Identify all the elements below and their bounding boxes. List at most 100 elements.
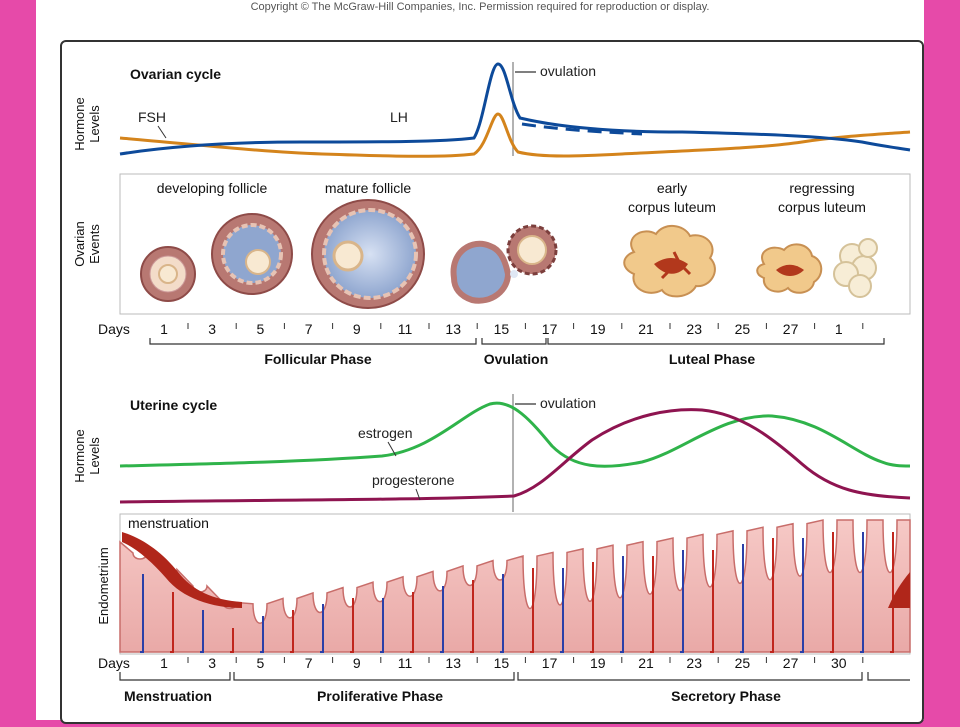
- lh-curve: [119, 112, 911, 158]
- menstruation-label: menstruation: [128, 515, 209, 531]
- ovarian-day-9: 19: [590, 321, 606, 337]
- spiral-artery-22: [800, 538, 804, 653]
- spiral-artery-13: [530, 568, 534, 653]
- early-corpus-luteum-illustration: [623, 225, 716, 298]
- ovarian-day-12: 25: [735, 321, 751, 337]
- ovarian-events-panel: OvarianEvents developing follicle mature…: [72, 173, 911, 315]
- menstrual-blood-right: [888, 572, 910, 608]
- uterine-phase-brackets: Menstruation Proliferative Phase Secreto…: [119, 672, 910, 704]
- ovarian-events-axis-label: OvarianEvents: [72, 221, 102, 267]
- ovarian-day-ticks: 1 3 5 7 9 11 13 15 17 19 21 23 25 27 1: [160, 321, 864, 337]
- ovarian-day-10: 21: [638, 321, 654, 337]
- spiral-artery-14: [560, 568, 564, 653]
- spiral-artery-7: [350, 598, 354, 653]
- developing-follicle-label: developing follicle: [157, 180, 268, 196]
- ovarian-hormone-panel: Ovarian cycle HormoneLevels ovulation FS…: [72, 62, 911, 162]
- uterine-day-14: 30: [831, 655, 847, 671]
- spiral-artery-2: [200, 610, 204, 653]
- ovarian-days-axis: Days 1 3 5 7 9 11 13 15 17 19 21 23 25 27 1: [98, 321, 864, 337]
- uterine-day-3: 7: [305, 655, 313, 671]
- uterine-cycle-title: Uterine cycle: [130, 397, 217, 413]
- spiral-artery-5: [290, 610, 294, 653]
- spiral-artery-24: [860, 532, 864, 653]
- spiral-artery-17: [650, 556, 654, 653]
- lh-label: LH: [390, 109, 408, 125]
- uterine-day-4: 9: [353, 655, 361, 671]
- spiral-artery-19: [710, 550, 714, 653]
- spiral-artery-4: [260, 616, 264, 653]
- spiral-artery-20: [740, 544, 744, 653]
- ovarian-hormone-axis-label: HormoneLevels: [72, 97, 102, 150]
- luteal-phase-label: Luteal Phase: [669, 351, 756, 367]
- uterine-ovulation-label: ovulation: [540, 395, 596, 411]
- spiral-artery-18: [680, 550, 684, 653]
- uterine-day-6: 13: [445, 655, 461, 671]
- progesterone-leader: [415, 488, 421, 501]
- uterine-day-8: 17: [542, 655, 558, 671]
- ovarian-cycle-title: Ovarian cycle: [130, 66, 221, 82]
- ovulating-follicle-illustration: [450, 224, 558, 304]
- spiral-artery-1: [170, 592, 174, 653]
- ovulation-label: ovulation: [540, 63, 596, 79]
- secretory-phase-label: Secretory Phase: [671, 688, 781, 704]
- uterine-day-7: 15: [494, 655, 510, 671]
- estrogen-leader: [387, 441, 397, 457]
- menstruation-phase-label: Menstruation: [124, 688, 212, 704]
- spiral-artery-3: [230, 628, 234, 653]
- spiral-artery-21: [770, 538, 774, 653]
- ovarian-day-3: 7: [305, 321, 313, 337]
- uterine-days-label: Days: [98, 655, 130, 671]
- uterine-days-axis: Days 1 3 5 7 9 11 13 15 17 19 21 23 25 27 30: [98, 655, 864, 671]
- ovarian-day-8: 17: [542, 321, 558, 337]
- uterine-hormone-axis-label: HormoneLevels: [72, 429, 102, 482]
- copyright-notice: Copyright © The McGraw-Hill Companies, I…: [250, 1, 710, 13]
- regressing-corpus-luteum-label-2: corpus luteum: [778, 199, 866, 215]
- ovarian-day-2: 5: [257, 321, 265, 337]
- ovarian-day-5: 11: [398, 321, 413, 337]
- spiral-artery-0: [140, 574, 144, 653]
- fsh-dashed-segment: [521, 122, 643, 136]
- early-corpus-luteum-label-1: early: [657, 180, 687, 196]
- corpus-albicans-illustration: [833, 238, 878, 298]
- ovarian-day-6: 13: [445, 321, 461, 337]
- endometrium-panel: Endometrium menstruation: [96, 513, 911, 655]
- proliferative-phase-label: Proliferative Phase: [317, 688, 443, 704]
- ovarian-day-13: 27: [783, 321, 799, 337]
- ovarian-day-7: 15: [494, 321, 510, 337]
- ovarian-phase-brackets: Follicular Phase Ovulation Luteal Phase: [149, 338, 885, 367]
- uterine-day-ticks: 1 3 5 7 9 11 13 15 17 19 21 23 25 27 30: [160, 655, 864, 671]
- regressing-corpus-luteum-label-1: regressing: [789, 180, 854, 196]
- spiral-artery-15: [590, 562, 594, 653]
- spiral-artery-6: [320, 604, 324, 653]
- fsh-label: FSH: [138, 109, 166, 125]
- spiral-artery-11: [470, 580, 474, 653]
- spiral-artery-12: [500, 574, 504, 653]
- mature-follicle-label: mature follicle: [325, 180, 412, 196]
- ovulation-phase-label: Ovulation: [484, 351, 549, 367]
- fsh-leader: [157, 125, 167, 139]
- ovarian-day-1: 3: [208, 321, 216, 337]
- uterine-day-10: 21: [638, 655, 654, 671]
- spiral-artery-23: [830, 532, 834, 653]
- ovarian-day-4: 9: [353, 321, 361, 337]
- regressing-corpus-luteum-illustration: [756, 243, 823, 294]
- ovarian-day-11: 23: [686, 321, 702, 337]
- secondary-follicle-illustration: [211, 213, 293, 295]
- mature-follicle-illustration: [311, 199, 425, 309]
- ovarian-day-14: 1: [835, 321, 843, 337]
- uterine-day-0: 1: [160, 655, 168, 671]
- spiral-artery-9: [410, 592, 414, 653]
- ovarian-day-0: 1: [160, 321, 168, 337]
- ovarian-days-label: Days: [98, 321, 130, 337]
- uterine-day-13: 27: [783, 655, 799, 671]
- uterine-day-12: 25: [735, 655, 751, 671]
- uterine-day-9: 19: [590, 655, 606, 671]
- primary-follicle-illustration: [140, 246, 196, 302]
- progesterone-label: progesterone: [372, 472, 455, 488]
- progesterone-curve: [119, 408, 911, 504]
- uterine-day-11: 23: [686, 655, 702, 671]
- uterine-day-5: 11: [398, 655, 413, 671]
- endometrium-axis-label: Endometrium: [96, 547, 111, 624]
- spiral-artery-8: [380, 598, 384, 653]
- menstrual-blood-left: [122, 532, 242, 608]
